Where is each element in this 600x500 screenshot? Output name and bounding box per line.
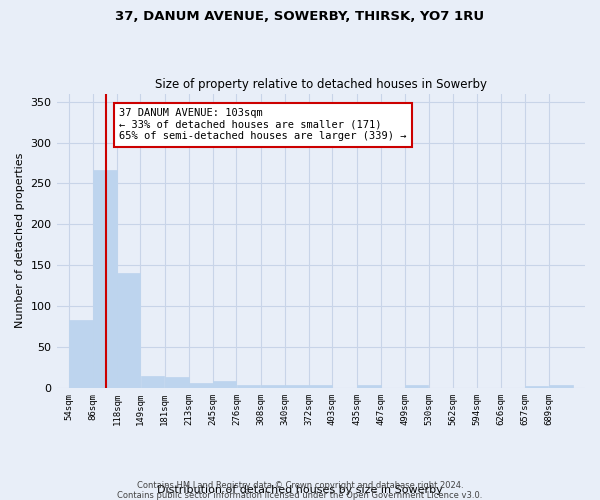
Bar bbox=[525, 386, 548, 388]
Bar bbox=[93, 170, 117, 388]
Text: 37, DANUM AVENUE, SOWERBY, THIRSK, YO7 1RU: 37, DANUM AVENUE, SOWERBY, THIRSK, YO7 1… bbox=[115, 10, 485, 23]
Text: Distribution of detached houses by size in Sowerby: Distribution of detached houses by size … bbox=[157, 485, 443, 495]
Bar bbox=[237, 384, 260, 388]
Bar bbox=[357, 386, 380, 388]
Text: Contains HM Land Registry data © Crown copyright and database right 2024.
Contai: Contains HM Land Registry data © Crown c… bbox=[118, 480, 482, 500]
Bar bbox=[261, 384, 284, 388]
Bar bbox=[285, 386, 309, 388]
Bar bbox=[406, 386, 428, 388]
Bar bbox=[69, 320, 92, 388]
Bar bbox=[117, 272, 140, 388]
Y-axis label: Number of detached properties: Number of detached properties bbox=[15, 153, 25, 328]
Bar bbox=[213, 380, 236, 388]
Title: Size of property relative to detached houses in Sowerby: Size of property relative to detached ho… bbox=[155, 78, 487, 91]
Bar bbox=[309, 384, 332, 388]
Bar bbox=[141, 376, 164, 388]
Bar bbox=[189, 383, 213, 388]
Bar bbox=[165, 378, 188, 388]
Text: 37 DANUM AVENUE: 103sqm
← 33% of detached houses are smaller (171)
65% of semi-d: 37 DANUM AVENUE: 103sqm ← 33% of detache… bbox=[119, 108, 407, 142]
Bar bbox=[549, 386, 572, 388]
